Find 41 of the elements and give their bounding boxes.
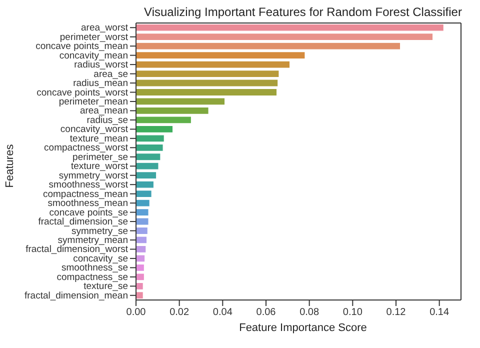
y-tick-label: texture_worst: [70, 161, 128, 172]
y-axis-title: Features: [4, 143, 16, 190]
y-tick-label: smoothness_se: [61, 262, 128, 274]
y-tick-label: smoothness_mean: [48, 198, 128, 210]
y-tick-label: perimeter_mean: [58, 96, 128, 108]
y-tick-label: symmetry_se: [72, 226, 128, 237]
y-tick-label: compactness_se: [56, 272, 128, 283]
x-tick-label: 0.02: [170, 307, 190, 318]
y-tick-label: compactness_worst: [44, 142, 128, 154]
x-tick-label: 0.10: [342, 307, 363, 318]
y-tick-label: symmetry_mean: [58, 234, 128, 246]
y-tick-label: area_worst: [81, 22, 128, 34]
y-tick-label: radius_mean: [73, 78, 128, 90]
y-tick-label: radius_se: [86, 114, 128, 126]
y-tick-label: smoothness_worst: [48, 180, 128, 191]
x-axis-title: Feature Importance Score: [238, 322, 368, 334]
y-tick-label: area_se: [94, 68, 128, 80]
x-tick-label: 0.12: [386, 307, 406, 318]
y-tick-label: concave points_worst: [36, 87, 128, 98]
x-tick-label: 0.14: [430, 307, 450, 318]
y-tick-label: area_mean: [80, 106, 128, 117]
y-tick-label: compactness_mean: [42, 188, 128, 200]
y-tick-label: radius_worst: [74, 60, 128, 71]
x-tick-label: 0.06: [256, 307, 276, 318]
x-tick-label: 0.04: [212, 307, 233, 318]
y-tick-label: concavity_worst: [60, 124, 128, 136]
x-tick-label: 0.08: [300, 307, 320, 318]
x-tick-label: 0.00: [126, 307, 146, 318]
y-tick-label: concave points_se: [49, 207, 128, 218]
y-tick-label: concavity_mean: [59, 50, 128, 62]
y-tick-label: concavity_se: [73, 253, 128, 264]
y-tick-label: texture_mean: [70, 133, 128, 144]
y-tick-label: fractal_dimension_mean: [24, 290, 128, 302]
y-tick-label: symmetry_worst: [58, 170, 128, 182]
y-tick-label: fractal_dimension_worst: [26, 244, 128, 256]
y-tick-label: texture_se: [84, 281, 128, 292]
y-tick-label: fractal_dimension_se: [38, 216, 128, 228]
y-tick-label: concave points_mean: [36, 41, 128, 52]
y-tick-label: perimeter_se: [72, 152, 128, 163]
y-tick-label: perimeter_worst: [60, 32, 128, 43]
chart-title: Visualizing Important Features for Random Forest Classifier: [143, 5, 463, 19]
